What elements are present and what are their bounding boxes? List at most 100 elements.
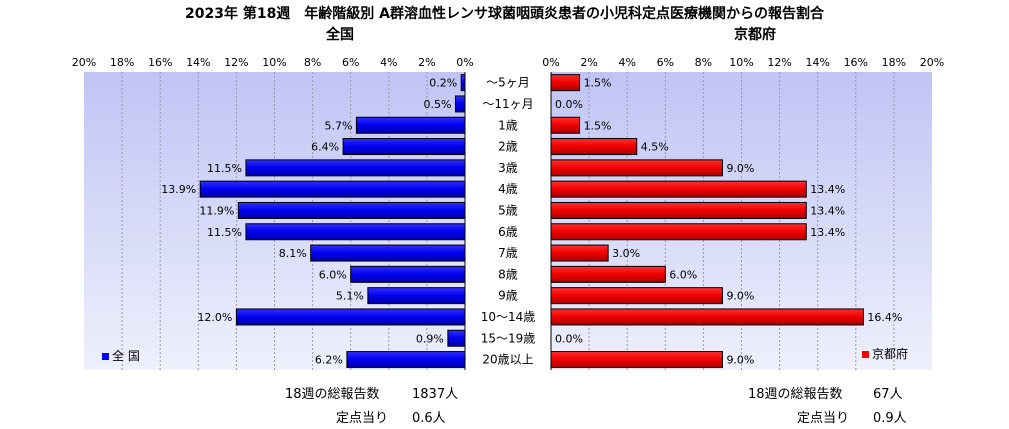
bar-kyoto [550, 201, 807, 219]
tick-label-kyoto: 10% [729, 56, 753, 69]
bar-national [245, 223, 466, 241]
data-label-national: 12.0% [197, 311, 232, 324]
footer-left-per-label: 定点当り [336, 411, 389, 426]
bar-kyoto [550, 287, 723, 305]
bar-national [454, 95, 466, 113]
category-label: 15～19歳 [481, 331, 536, 345]
bar-national [355, 116, 466, 134]
tick-label-kyoto: 12% [767, 56, 791, 69]
bar-national [346, 351, 466, 369]
category-label: 9歳 [498, 289, 518, 303]
category-label: ～5ヶ月 [486, 76, 530, 90]
category-label: ～11ヶ月 [482, 97, 533, 111]
tick-label-kyoto: 2% [580, 56, 597, 69]
legend-label-national: 全 国 [112, 349, 140, 363]
category-label: 10～14歳 [481, 310, 536, 324]
tick-label-national: 4% [380, 56, 397, 69]
tick-label-kyoto: 14% [805, 56, 829, 69]
data-label-kyoto: 13.4% [810, 226, 845, 239]
data-label-kyoto: 16.4% [867, 311, 902, 324]
footer-left-total-label: 18週の総報告数 [285, 387, 380, 402]
category-label: 2歳 [498, 140, 518, 154]
bar-national [237, 201, 466, 219]
bar-kyoto [550, 159, 723, 177]
tick-label-national: 18% [110, 56, 134, 69]
tick-label-kyoto: 0% [542, 56, 559, 69]
bar-kyoto [550, 223, 807, 241]
data-label-kyoto: 0.0% [555, 98, 583, 111]
bar-national [235, 308, 466, 326]
tick-label-national: 12% [224, 56, 248, 69]
tick-label-national: 20% [72, 56, 96, 69]
category-label: 6歳 [498, 225, 518, 239]
footer-right-total-value: 67人 [873, 387, 903, 402]
data-label-kyoto: 1.5% [584, 119, 612, 132]
bar-kyoto [550, 265, 666, 283]
tick-label-national: 2% [418, 56, 435, 69]
data-label-kyoto: 1.5% [584, 77, 612, 90]
bar-national [342, 138, 466, 156]
bar-national [245, 159, 466, 177]
bar-national [199, 180, 466, 198]
tick-label-kyoto: 18% [882, 56, 906, 69]
bar-national [367, 287, 466, 305]
bar-national [350, 265, 466, 283]
bar-national [310, 244, 466, 262]
legend-label-kyoto: 京都府 [872, 347, 909, 361]
data-label-national: 13.9% [161, 183, 196, 196]
data-label-kyoto: 3.0% [612, 247, 640, 260]
panel-title-kyoto: 京都府 [734, 27, 776, 43]
legend-swatch-national [102, 353, 109, 360]
tick-label-national: 14% [186, 56, 210, 69]
data-label-national: 0.2% [429, 77, 457, 90]
data-label-national: 11.5% [207, 226, 242, 239]
bar-kyoto [550, 116, 581, 134]
tick-label-national: 0% [456, 56, 473, 69]
bar-kyoto [550, 138, 638, 156]
data-label-kyoto: 4.5% [641, 141, 669, 154]
bar-kyoto [550, 180, 807, 198]
data-label-national: 0.9% [416, 332, 444, 345]
data-label-national: 8.1% [279, 247, 307, 260]
bar-kyoto [550, 244, 609, 262]
tick-label-kyoto: 6% [657, 56, 674, 69]
data-label-national: 5.7% [324, 119, 352, 132]
panel-title-national: 全国 [326, 27, 354, 43]
data-label-national: 11.5% [207, 162, 242, 175]
footer-right-per-value: 0.9人 [873, 411, 907, 426]
tick-label-kyoto: 8% [695, 56, 712, 69]
chart-title: 2023年 第18週 年齢階級別 A群溶血性レンサ球菌咽頭炎患者の小児科定点医療… [184, 6, 825, 22]
data-label-kyoto: 9.0% [726, 162, 754, 175]
bar-kyoto [550, 74, 581, 92]
footer-right-total-label: 18週の総報告数 [748, 387, 843, 402]
tick-label-national: 8% [304, 56, 321, 69]
category-label: 8歳 [498, 267, 518, 281]
data-label-national: 6.4% [311, 141, 339, 154]
legend-swatch-kyoto [862, 351, 869, 358]
legend-kyoto: 京都府 [862, 345, 908, 362]
data-label-national: 11.9% [199, 204, 234, 217]
legend-national: 全 国 [102, 347, 140, 364]
tick-label-national: 6% [342, 56, 359, 69]
tick-label-kyoto: 20% [920, 56, 944, 69]
category-label: 5歳 [498, 203, 518, 217]
tick-label-kyoto: 4% [618, 56, 635, 69]
category-label: 1歳 [498, 118, 518, 132]
data-label-kyoto: 0.0% [555, 332, 583, 345]
data-label-kyoto: 13.4% [810, 204, 845, 217]
data-label-national: 5.1% [336, 290, 364, 303]
data-label-national: 6.2% [315, 354, 343, 367]
category-label: 20歳以上 [482, 353, 533, 367]
bar-kyoto [550, 308, 864, 326]
category-label: 4歳 [498, 182, 518, 196]
category-label: 3歳 [498, 161, 518, 175]
footer-right-per-label: 定点当り [797, 411, 850, 426]
bar-national [447, 329, 466, 347]
footer-left-total-value: 1837人 [412, 387, 459, 402]
data-label-kyoto: 9.0% [726, 290, 754, 303]
data-label-national: 0.5% [424, 98, 452, 111]
bar-kyoto [550, 351, 723, 369]
bar-national [460, 74, 466, 92]
tick-label-national: 10% [262, 56, 286, 69]
